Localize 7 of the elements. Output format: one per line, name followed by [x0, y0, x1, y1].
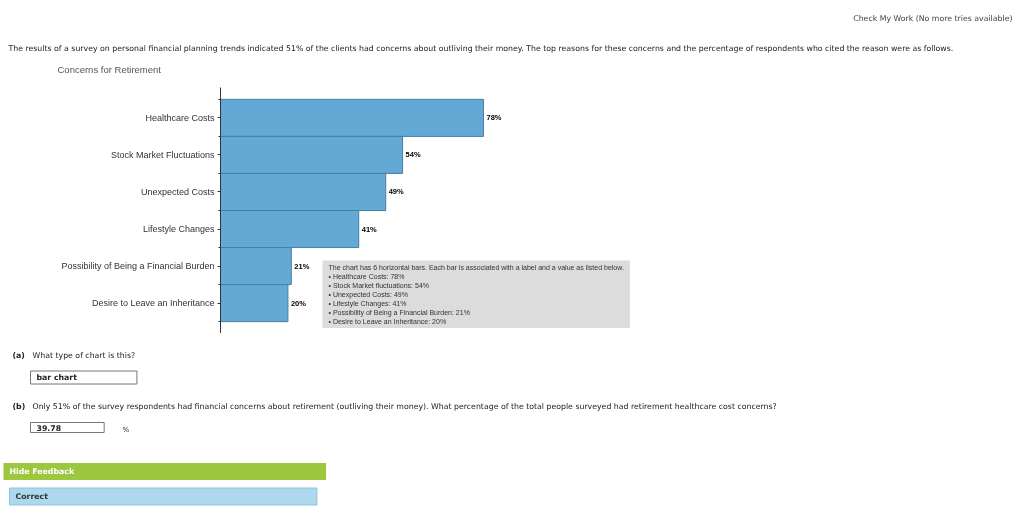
y-tick-label: Lifestyle Changes: [142, 224, 215, 235]
y-tick-label: Possibility of Being a Financial Burden: [61, 261, 215, 272]
y-tick-label: Stock Market Fluctuations: [110, 149, 215, 160]
text: Concerns for Retirement: [57, 64, 162, 75]
y-tick-label: Desire to Leave an Inheritance: [91, 298, 215, 309]
y-tick-label: Unexpected Costs: [140, 186, 215, 197]
y-tick-label: Healthcare Costs: [145, 112, 215, 123]
